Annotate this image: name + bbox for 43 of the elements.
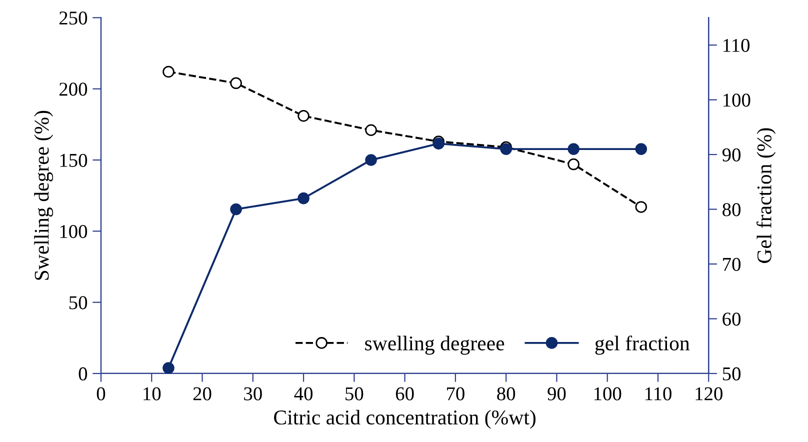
y2-tick-label: 110 [724, 38, 750, 52]
y-tick-label: 200 [59, 82, 88, 96]
x-tick-label: 80 [497, 387, 516, 400]
x-tick-label: 50 [346, 387, 364, 400]
y2-tick-label: 70 [723, 258, 741, 271]
y2-tick-label: 100 [724, 94, 750, 107]
y-tick-label: 0 [78, 367, 88, 380]
y-axis-title: Swelling degree (%) [34, 110, 54, 280]
x-tick-label: 110 [645, 387, 672, 400]
y2-axis-title: Gel fraction (%) [756, 128, 776, 263]
point [568, 158, 580, 170]
y2-tick-label: 60 [722, 312, 741, 326]
x-tick-label: 40 [294, 387, 313, 400]
point [635, 201, 648, 213]
x-tick-label: 100 [594, 387, 622, 400]
x-tick-label: 60 [396, 387, 414, 400]
legend-label: gel fraction [595, 336, 690, 355]
x-tick-label: 30 [244, 387, 262, 400]
point [230, 203, 242, 216]
y-tick-label: 100 [60, 224, 88, 238]
point [298, 110, 310, 122]
point [635, 143, 648, 155]
x-tick-label: 70 [447, 387, 464, 400]
x-tick-label: 20 [193, 387, 212, 400]
y-tick-label: 150 [60, 154, 88, 167]
legend-label: swelling degreee [365, 336, 504, 355]
point [365, 154, 377, 166]
x-tick-label: 0 [96, 387, 106, 400]
y-tick-label: 50 [69, 296, 88, 310]
x-tick-label: 120 [696, 387, 722, 400]
point [365, 124, 377, 136]
y-tick-label: 250 [59, 11, 88, 25]
y2-tick-label: 50 [722, 367, 741, 380]
point [298, 192, 310, 204]
point [162, 362, 174, 374]
y2-tick-label: 80 [722, 203, 741, 216]
point [162, 66, 174, 78]
x-tick-label: 90 [548, 387, 566, 400]
point [230, 77, 242, 90]
x-tick-label: 10 [144, 387, 161, 400]
x-axis-title: Citric acid concentration (%wt) [274, 410, 536, 429]
point [568, 143, 580, 155]
y2-tick-label: 90 [722, 148, 741, 162]
